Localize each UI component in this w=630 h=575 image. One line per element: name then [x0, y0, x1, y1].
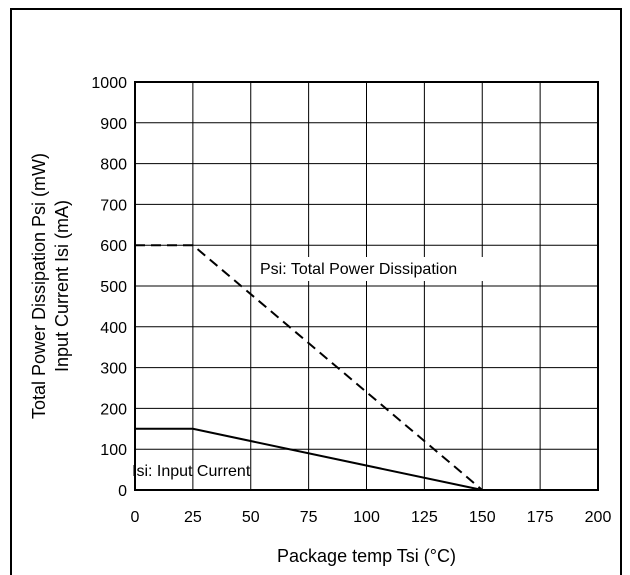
x-tick-label: 75	[300, 509, 318, 526]
y-tick-label: 1000	[91, 75, 127, 92]
series-line	[135, 244, 483, 491]
x-tick-label: 25	[184, 509, 202, 526]
y-tick-label: 200	[100, 401, 127, 418]
x-tick-label: 175	[527, 509, 554, 526]
y-tick-label: 400	[100, 320, 127, 337]
y-tick-label: 900	[100, 116, 127, 133]
series-annotation: Psi: Total Power Dissipation	[260, 261, 457, 278]
x-tick-labels: 0 25 50 75 100 125 150 175 200	[131, 509, 612, 526]
x-tick-label: 50	[242, 509, 260, 526]
y-tick-label: 300	[100, 361, 127, 378]
series-lines	[135, 244, 483, 491]
chart-frame	[10, 8, 622, 575]
y-tick-labels: 0 100 200 300 400 500 600 700 800 900 1000	[91, 75, 127, 500]
y-tick-label: 0	[118, 483, 127, 500]
y-tick-label: 600	[100, 238, 127, 255]
y-tick-label: 700	[100, 197, 127, 214]
y-tick-label: 800	[100, 157, 127, 174]
x-tick-label: 0	[131, 509, 140, 526]
annotations: Psi: Total Power Dissipation Isi: Input C…	[132, 257, 538, 480]
plot-area-border	[134, 81, 599, 491]
series-annotation: Isi: Input Current	[132, 463, 251, 480]
series-line	[135, 427, 483, 491]
x-axis-label: Package temp Tsi (°C)	[277, 546, 456, 566]
y-axis-label-line-1: Total Power Dissipation Psi (mW)	[29, 153, 49, 419]
y-tick-label: 500	[100, 279, 127, 296]
x-tick-label: 100	[353, 509, 380, 526]
annotation-background	[256, 257, 538, 281]
x-tick-label: 125	[411, 509, 438, 526]
x-tick-label: 200	[585, 509, 612, 526]
y-axis-label-line-2: Input Current Isi (mA)	[52, 200, 72, 372]
x-tick-label: 150	[469, 509, 496, 526]
y-tick-label: 100	[100, 442, 127, 459]
grid	[134, 81, 599, 491]
